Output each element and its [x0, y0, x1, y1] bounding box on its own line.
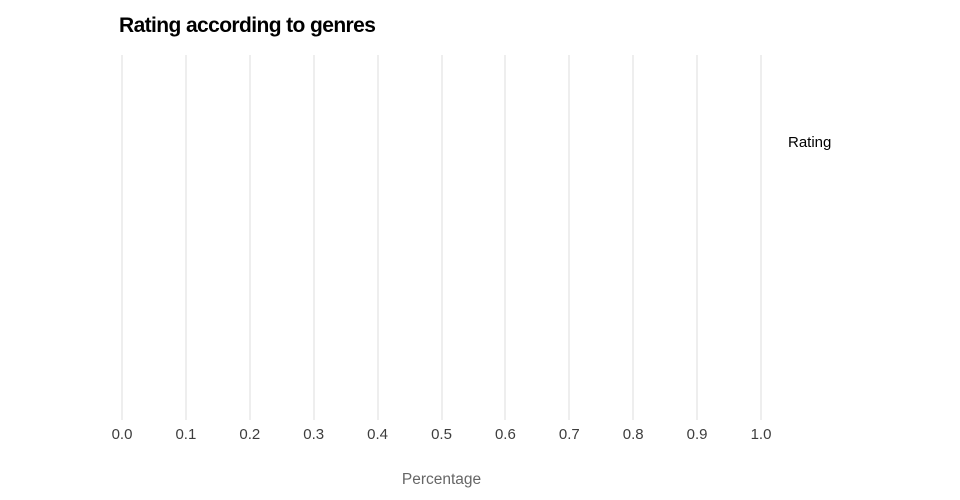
gridline — [185, 55, 187, 420]
x-tick-label: 0.5 — [431, 426, 452, 443]
gridline — [760, 55, 762, 420]
x-tick-label: 0.3 — [303, 426, 325, 443]
gridline — [121, 55, 123, 420]
gridline — [377, 55, 379, 420]
gridline — [313, 55, 315, 420]
x-tick-label: 0.2 — [239, 426, 261, 443]
x-tick-label: 0.9 — [686, 426, 708, 443]
gridline — [249, 55, 251, 420]
legend-title: Rating — [788, 134, 832, 151]
x-tick-label: 1.0 — [750, 426, 772, 443]
x-tick-label: 0.1 — [175, 426, 197, 443]
gridline — [504, 55, 506, 420]
x-tick-label: 0.6 — [494, 426, 516, 443]
gridline — [632, 55, 634, 420]
x-tick-label: 0.0 — [111, 426, 133, 443]
plot-area — [121, 55, 762, 420]
x-tick-label: 0.4 — [367, 426, 389, 443]
x-tick-label: 0.7 — [558, 426, 580, 443]
x-axis-tick-labels: 0.0 0.1 0.2 0.3 0.4 0.5 0.6 0.7 0.8 0.9 1.0 — [112, 426, 772, 444]
x-tick-label: 0.8 — [622, 426, 644, 443]
chart-title: Rating according to genres — [119, 14, 376, 37]
gridline — [441, 55, 442, 420]
gridline — [568, 55, 570, 420]
gridline — [696, 55, 698, 420]
x-axis-title: Percentage — [401, 471, 482, 488]
